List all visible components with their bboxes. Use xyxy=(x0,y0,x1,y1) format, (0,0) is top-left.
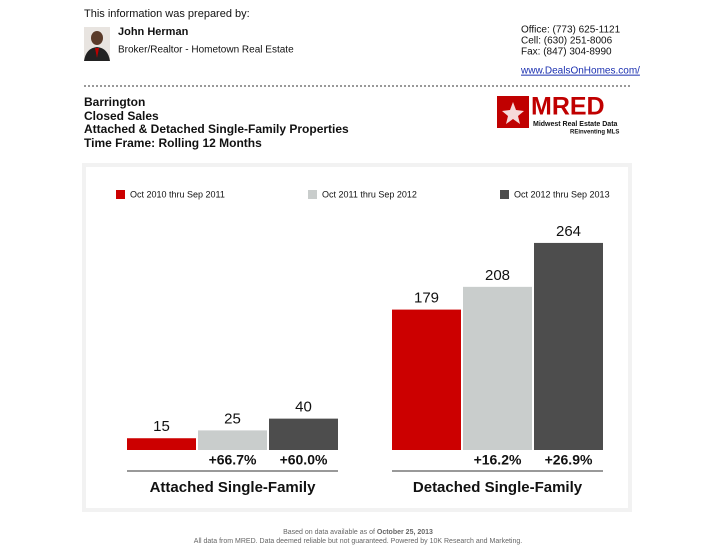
value-label: 40 xyxy=(295,399,312,416)
change-label: +60.0% xyxy=(280,452,328,468)
footer-note: All data from MRED. Data deemed reliable… xyxy=(194,538,522,545)
legend-swatch xyxy=(308,190,317,199)
bar xyxy=(463,286,532,450)
bar xyxy=(269,418,338,450)
contact: Fax: (847) 304-8990 xyxy=(521,47,612,58)
change-label: +66.7% xyxy=(209,452,257,468)
footer-line: Based on data available as of October 25… xyxy=(283,529,433,536)
report-line: Closed Sales xyxy=(84,109,159,123)
contact: Office: (773) 625-1121 xyxy=(521,25,621,36)
contact: Cell: (630) 251-8006 xyxy=(521,36,613,47)
legend-label: Oct 2011 thru Sep 2012 xyxy=(322,189,417,199)
value-label: 25 xyxy=(224,410,241,427)
legend-label: Oct 2012 thru Sep 2013 xyxy=(514,189,610,199)
legend-label: Oct 2010 thru Sep 2011 xyxy=(130,189,225,199)
bar xyxy=(127,438,196,450)
report-line: Barrington xyxy=(84,95,145,109)
report-line: Time Frame: Rolling 12 Months xyxy=(84,136,262,150)
bar xyxy=(534,242,603,450)
logo-name: MRED xyxy=(531,93,605,121)
change-label: +16.2% xyxy=(474,452,522,468)
chart: Oct 2010 thru Sep 2011 Oct 2011 thru Sep … xyxy=(116,189,610,496)
logo-tagline: REinventing MLS xyxy=(570,130,619,136)
agent-photo xyxy=(84,27,110,61)
legend-swatch xyxy=(500,190,509,199)
value-label: 208 xyxy=(485,267,510,284)
category-label: Attached Single-Family xyxy=(150,479,317,496)
legend-swatch xyxy=(116,190,125,199)
report-line: Attached & Detached Single-Family Proper… xyxy=(84,122,349,136)
bar xyxy=(392,309,461,450)
change-label: +26.9% xyxy=(545,452,593,468)
value-label: 264 xyxy=(556,223,581,240)
intro: This information was prepared by: xyxy=(84,8,250,20)
agent-title: Broker/Realtor - Hometown Real Estate xyxy=(118,45,294,56)
agent-name: John Herman xyxy=(118,26,189,38)
value-label: 15 xyxy=(153,418,170,435)
category-label: Detached Single-Family xyxy=(413,479,583,496)
bar xyxy=(198,430,267,450)
logo-subtitle: Midwest Real Estate Data xyxy=(533,121,618,128)
footer-prefix: Based on data available as of xyxy=(283,529,375,536)
value-label: 179 xyxy=(414,290,439,307)
website-link[interactable]: www.DealsOnHomes.com/ xyxy=(520,66,640,77)
logo: MRED Midwest Real Estate Data REinventin… xyxy=(497,93,619,136)
footer-date: October 25, 2013 xyxy=(377,529,433,536)
